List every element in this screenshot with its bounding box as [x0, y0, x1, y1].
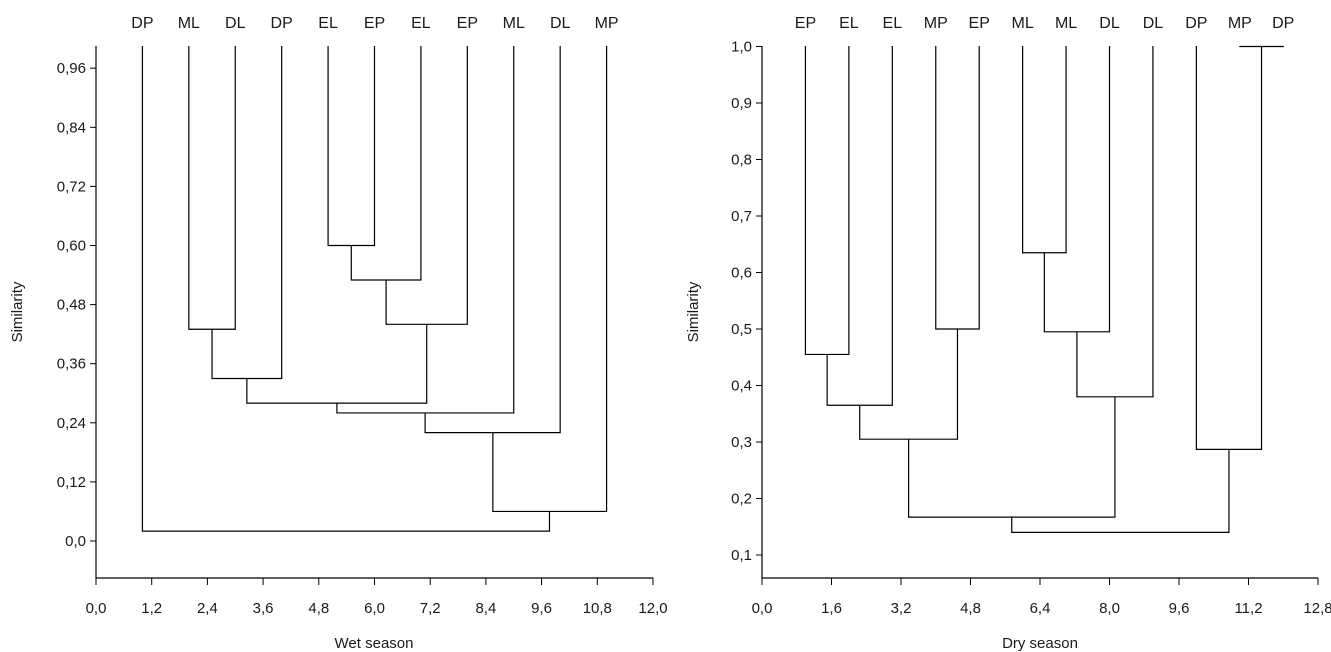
dry-x-tick-label: 9,6 — [1169, 600, 1190, 617]
wet-x-tick-label: 6,0 — [364, 600, 385, 617]
dry-y-tick-label: 0,9 — [731, 95, 752, 112]
dry-x-tick-label: 1,6 — [821, 600, 842, 617]
wet-leaf-label: ML — [178, 15, 200, 32]
dry-leaf-label: DL — [1099, 15, 1120, 32]
wet-leaf-label: DL — [550, 15, 571, 32]
wet-season-x-axis-label: Wet season — [335, 635, 414, 652]
wet-x-tick-label: 2,4 — [197, 600, 218, 617]
dry-merge-branch — [935, 46, 980, 330]
dry-y-tick-label: 0,4 — [731, 378, 752, 395]
wet-leaf-label: MP — [595, 15, 619, 32]
wet-leaf-label: EL — [318, 15, 338, 32]
wet-season-y-axis-label: Similarity — [9, 281, 26, 342]
dry-x-tick-label: 0,0 — [752, 600, 773, 617]
dry-y-tick-label: 0,3 — [731, 434, 752, 451]
dry-y-tick-label: 0,7 — [731, 208, 752, 225]
dry-merge-branch — [1076, 46, 1154, 398]
dry-merge-branch — [1195, 46, 1263, 450]
dry-leaf-label: MP — [1228, 15, 1252, 32]
wet-x-tick-label: 8,4 — [475, 600, 496, 617]
dry-leaf-label: EL — [883, 15, 903, 32]
dry-season-panel: 0,1 0,2 0,3 0,4 0,5 0,6 0,7 0,8 0,9 1,0 0,0 1,6 3,2… — [685, 15, 1331, 652]
wet-merge-branch — [211, 46, 283, 380]
dry-season-y-ticks: 0,1 0,2 0,3 0,4 0,5 0,6 0,7 0,8 0,9 1,0 — [731, 39, 762, 564]
wet-leaf-label: EL — [411, 15, 431, 32]
wet-season-leaf-labels: DP ML DL DP EL EP EL EP ML DL MP — [131, 15, 618, 32]
dry-merge-branch — [1011, 449, 1230, 533]
wet-y-tick-label: 0,60 — [57, 238, 86, 255]
dry-season-leaf-labels: EP EL EL MP EP ML ML DL DL DP MP DP — [795, 15, 1295, 32]
dry-leaf-label: DP — [1272, 15, 1294, 32]
wet-merge-branch — [327, 46, 376, 247]
wet-y-tick-label: 0,96 — [57, 60, 86, 77]
wet-x-tick-label: 3,6 — [253, 600, 274, 617]
wet-merge-branch — [336, 46, 515, 414]
wet-leaf-label: ML — [503, 15, 525, 32]
wet-y-tick-label: 0,24 — [57, 415, 86, 432]
wet-season-panel: 0,0 0,12 0,24 0,36 0,48 0,60 0,72 0,84 0,96 0,0 1… — [9, 15, 668, 652]
wet-merge-branch — [424, 46, 561, 434]
dry-x-tick-label: 6,4 — [1030, 600, 1051, 617]
wet-leaf-label: DP — [271, 15, 293, 32]
dry-merge-branch — [804, 46, 850, 356]
wet-season-y-ticks: 0,0 0,12 0,24 0,36 0,48 0,60 0,72 0,84 0,96 — [57, 60, 96, 550]
dry-y-tick-label: 0,5 — [731, 321, 752, 338]
wet-y-tick-label: 0,48 — [57, 297, 86, 314]
wet-merge-branch — [385, 46, 468, 325]
dry-x-tick-label: 11,2 — [1234, 600, 1262, 617]
wet-x-tick-label: 4,8 — [308, 600, 329, 617]
dry-season-dendrogram-branches — [804, 45, 1284, 533]
wet-leaf-label: DL — [225, 15, 246, 32]
dry-merge-branch — [859, 329, 959, 440]
dry-leaf-label: ML — [1055, 15, 1077, 32]
dry-merge-branch — [826, 46, 893, 406]
dry-merge-branch — [908, 396, 1116, 518]
dry-x-tick-label: 12,8 — [1303, 600, 1331, 617]
dry-leaf-label: DL — [1143, 15, 1164, 32]
wet-merge-branch — [141, 46, 551, 532]
wet-leaf-label: EP — [364, 15, 385, 32]
dry-season-y-axis-label: Similarity — [685, 281, 702, 342]
dry-merge-branch — [1022, 46, 1067, 254]
dry-leaf-label: DP — [1185, 15, 1207, 32]
wet-y-tick-label: 0,84 — [57, 119, 86, 136]
dry-leaf-label: ML — [1012, 15, 1034, 32]
wet-x-tick-label: 12,0 — [638, 600, 667, 617]
dry-x-tick-label: 4,8 — [960, 600, 981, 617]
dry-leaf-label: EP — [969, 15, 990, 32]
wet-season-dendrogram-branches — [141, 46, 608, 532]
dry-x-tick-label: 3,2 — [891, 600, 912, 617]
wet-x-tick-label: 9,6 — [531, 600, 552, 617]
dry-x-tick-label: 8,0 — [1099, 600, 1120, 617]
wet-y-tick-label: 0,36 — [57, 356, 86, 373]
dry-leaf-label: EL — [839, 15, 859, 32]
wet-y-tick-label: 0,12 — [57, 474, 86, 491]
dry-y-tick-label: 0,6 — [731, 265, 752, 282]
dry-leaf-label: EP — [795, 15, 816, 32]
wet-merge-branch — [246, 324, 428, 404]
dry-y-tick-label: 0,8 — [731, 152, 752, 169]
wet-season-x-ticks: 0,0 1,2 2,4 3,6 4,8 6,0 7,2 8,4 9,6 10,8 12,0 — [86, 578, 668, 617]
wet-x-tick-label: 7,2 — [420, 600, 441, 617]
wet-merge-branch — [492, 46, 608, 513]
dry-season-x-ticks: 0,0 1,6 3,2 4,8 6,4 8,0 9,6 11,2 12,8 — [752, 578, 1331, 617]
dry-y-tick-label: 0,1 — [731, 547, 752, 564]
wet-leaf-label: EP — [457, 15, 478, 32]
dry-y-tick-label: 1,0 — [731, 39, 752, 56]
wet-leaf-label: DP — [131, 15, 153, 32]
wet-merge-branch — [188, 46, 236, 330]
wet-x-tick-label: 0,0 — [86, 600, 107, 617]
dry-merge-branch — [1043, 46, 1111, 333]
dry-leaf-label: MP — [924, 15, 948, 32]
wet-merge-branch — [350, 46, 422, 281]
wet-x-tick-label: 10,8 — [583, 600, 612, 617]
wet-y-tick-label: 0,0 — [65, 533, 86, 550]
wet-y-tick-label: 0,72 — [57, 178, 86, 195]
dry-y-tick-label: 0,2 — [731, 491, 752, 508]
dry-season-x-axis-label: Dry season — [1002, 635, 1078, 652]
wet-x-tick-label: 1,2 — [141, 600, 162, 617]
